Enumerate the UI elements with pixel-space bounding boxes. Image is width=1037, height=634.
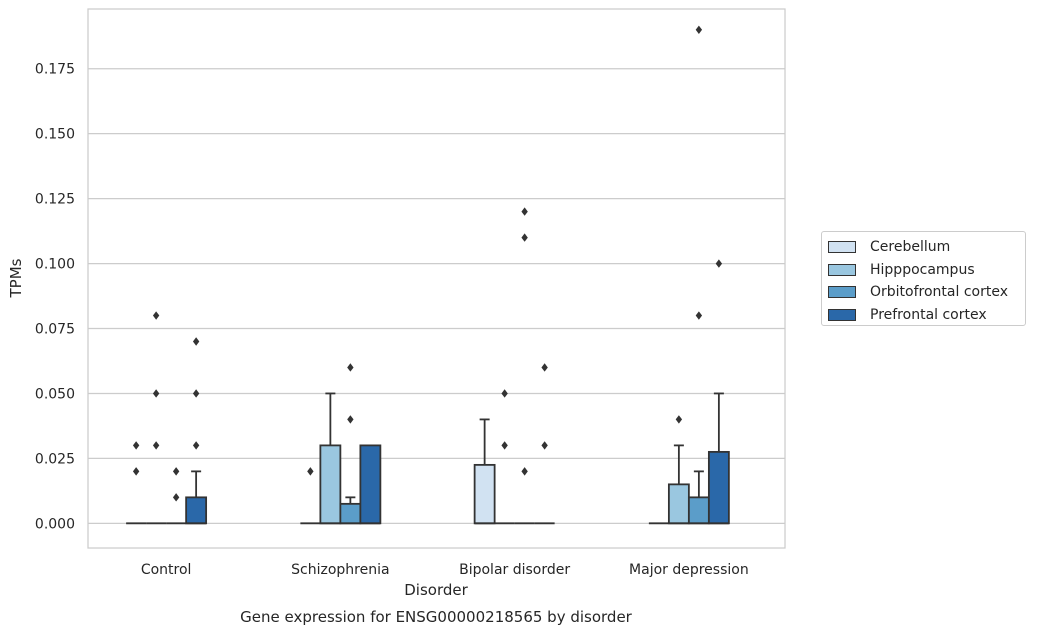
outlier-point bbox=[675, 415, 683, 424]
outlier-point bbox=[172, 493, 180, 502]
y-tick-label: 0.150 bbox=[35, 127, 75, 143]
box-cerebellum bbox=[126, 441, 147, 525]
box-orbitofrontal-cortex bbox=[166, 467, 187, 525]
outlier-point bbox=[152, 389, 160, 398]
outlier-point bbox=[541, 363, 548, 372]
legend-label: Cerebellum bbox=[870, 239, 951, 256]
box-body bbox=[185, 496, 208, 525]
outlier-point bbox=[521, 207, 528, 216]
legend-swatch bbox=[828, 308, 856, 321]
box-body bbox=[667, 483, 690, 525]
legend-item: Orbitofrontal cortex bbox=[828, 281, 1025, 304]
box-body bbox=[319, 444, 342, 525]
y-axis-label: TPMs bbox=[7, 258, 25, 298]
x-tick-labels: Control Schizophrenia Bipolar disorder Majo… bbox=[141, 562, 749, 578]
legend-item: Cerebellum bbox=[828, 236, 1025, 259]
outlier-point bbox=[192, 389, 200, 398]
box-prefrontal-cortex bbox=[707, 259, 730, 525]
outlier-point bbox=[521, 233, 528, 242]
y-tick-label: 0.025 bbox=[35, 451, 75, 467]
box-prefrontal-cortex bbox=[359, 444, 382, 525]
legend-swatch bbox=[828, 241, 856, 254]
box-hipppocampus bbox=[494, 389, 515, 525]
outlier-point bbox=[347, 415, 354, 424]
box-cerebellum bbox=[300, 467, 321, 525]
x-tick-label: Bipolar disorder bbox=[459, 562, 570, 578]
x-tick-label: Schizophrenia bbox=[291, 562, 389, 578]
y-tick-label: 0.125 bbox=[35, 192, 75, 208]
box-prefrontal-cortex bbox=[534, 363, 555, 525]
x-axis-label: Disorder bbox=[404, 581, 468, 599]
legend: Cerebellum Hipppocampus Orbitofrontal cort… bbox=[821, 231, 1026, 326]
y-tick-label: 0.050 bbox=[35, 386, 75, 402]
outlier-point bbox=[152, 441, 160, 450]
outlier-point bbox=[501, 389, 508, 398]
box-body bbox=[339, 502, 362, 525]
y-grid-lines bbox=[88, 68, 785, 524]
outlier-point bbox=[192, 441, 200, 450]
legend-label: Hipppocampus bbox=[870, 261, 975, 278]
y-tick-label: 0.175 bbox=[35, 62, 75, 78]
box-prefrontal-cortex bbox=[185, 337, 208, 525]
chart-title: Gene expression for ENSG00000218565 by d… bbox=[240, 608, 633, 626]
legend-item: Prefrontal cortex bbox=[828, 304, 1025, 327]
plot-frame bbox=[87, 8, 786, 549]
box-body bbox=[473, 463, 496, 525]
legend-item: Hipppocampus bbox=[828, 259, 1025, 282]
outlier-point bbox=[695, 311, 703, 320]
box-orbitofrontal-cortex bbox=[339, 363, 362, 525]
outlier-point bbox=[132, 441, 140, 450]
outlier-point bbox=[307, 467, 314, 476]
box-body bbox=[359, 444, 382, 525]
box-body bbox=[707, 450, 730, 525]
legend-label: Prefrontal cortex bbox=[870, 306, 987, 323]
box-orbitofrontal-cortex bbox=[687, 25, 710, 525]
legend-swatch bbox=[828, 263, 856, 276]
x-tick-label: Control bbox=[141, 562, 192, 578]
box-orbitofrontal-cortex bbox=[514, 207, 535, 525]
outlier-point bbox=[715, 259, 723, 268]
outlier-point bbox=[541, 441, 548, 450]
outlier-point bbox=[521, 467, 528, 476]
outlier-point bbox=[501, 441, 508, 450]
x-tick-label: Major depression bbox=[629, 562, 749, 578]
box-hipppocampus bbox=[667, 415, 690, 525]
y-tick-label: 0.000 bbox=[35, 516, 75, 532]
y-tick-label: 0.075 bbox=[35, 322, 75, 338]
boxes-layer bbox=[126, 25, 730, 525]
outlier-point bbox=[132, 467, 140, 476]
box-hipppocampus bbox=[146, 311, 167, 525]
box-cerebellum bbox=[473, 418, 496, 525]
legend-swatch bbox=[828, 286, 856, 299]
outlier-point bbox=[695, 25, 703, 34]
outlier-point bbox=[347, 363, 354, 372]
box-body bbox=[687, 496, 710, 525]
box-hipppocampus bbox=[319, 392, 342, 525]
y-tick-label: 0.100 bbox=[35, 257, 75, 273]
y-tick-labels: 0.000 0.025 0.050 0.075 0.100 0.125 0.150 0.175 bbox=[35, 62, 75, 533]
outlier-point bbox=[172, 467, 180, 476]
legend-label: Orbitofrontal cortex bbox=[870, 284, 1008, 301]
outlier-point bbox=[152, 311, 160, 320]
outlier-point bbox=[192, 337, 200, 346]
